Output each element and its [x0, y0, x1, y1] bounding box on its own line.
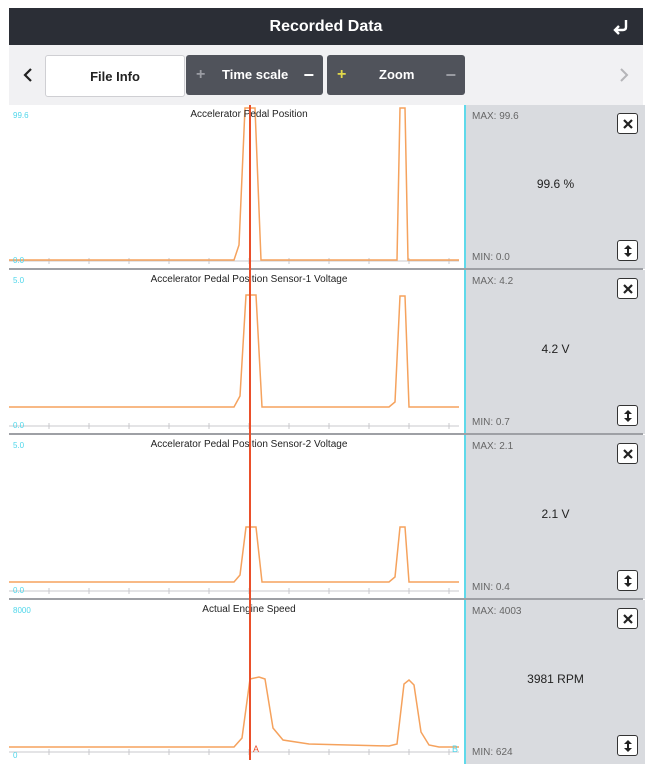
min-label: MIN: 0.7: [472, 417, 510, 428]
max-label: MAX: 4003: [472, 606, 522, 617]
panel-divider: [9, 268, 643, 270]
current-value: 99.6 %: [536, 177, 575, 191]
scale-arrows-icon[interactable]: [617, 735, 638, 756]
min-label: MIN: 0.0: [472, 252, 510, 263]
time-cursor-a[interactable]: [249, 105, 251, 760]
close-icon[interactable]: [617, 443, 638, 464]
min-label: MIN: 0.4: [472, 582, 510, 593]
panel-title: Accelerator Pedal Position: [190, 109, 308, 120]
time-scale-minus-button[interactable]: −: [303, 65, 314, 85]
data-panel: Accelerator Pedal Position Sensor-2 Volt…: [9, 435, 645, 599]
graph-area[interactable]: Accelerator Pedal Position Sensor-2 Volt…: [9, 435, 464, 599]
data-trace-line: [9, 676, 459, 748]
zoom-control: + Zoom −: [327, 55, 465, 95]
y-max-label: 5.0: [13, 276, 25, 285]
y-min-label: 0.0: [13, 421, 25, 430]
value-side-panel: MAX: 4.2 4.2 V MIN: 0.7: [464, 270, 645, 434]
time-scale-plus-button[interactable]: +: [196, 66, 206, 83]
y-min-label: 0.0: [13, 586, 25, 595]
y-max-label: 99.6: [13, 111, 29, 120]
y-min-label: 0.0: [13, 256, 25, 265]
data-panel: Actual Engine Speed 8000 0 MAX: 4003 398…: [9, 600, 645, 764]
close-icon[interactable]: [617, 113, 638, 134]
data-panel: Accelerator Pedal Position Sensor-1 Volt…: [9, 270, 645, 434]
close-icon[interactable]: [617, 278, 638, 299]
graph-area[interactable]: Actual Engine Speed 8000 0: [9, 600, 464, 764]
y-max-label: 8000: [13, 606, 31, 615]
zoom-plus-button[interactable]: +: [337, 66, 347, 83]
page-title: Recorded Data: [269, 18, 383, 35]
return-arrow-icon[interactable]: [599, 8, 643, 45]
zoom-label: Zoom: [379, 67, 415, 82]
current-value: 4.2 V: [541, 342, 570, 356]
scale-arrows-icon[interactable]: [617, 405, 638, 426]
panel-divider: [9, 433, 643, 435]
data-trace-line: [9, 526, 459, 583]
value-side-panel: MAX: 2.1 2.1 V MIN: 0.4: [464, 435, 645, 599]
y-max-label: 5.0: [13, 441, 25, 450]
cursor-b-label: B: [452, 744, 459, 754]
scale-arrows-icon[interactable]: [617, 570, 638, 591]
zoom-minus-button[interactable]: −: [445, 65, 456, 85]
file-info-button[interactable]: File Info: [45, 55, 185, 97]
data-panel: Accelerator Pedal Position 99.6 0.0 MAX:…: [9, 105, 645, 269]
panel-title: Accelerator Pedal Position Sensor-1 Volt…: [150, 274, 348, 285]
time-scale-label: Time scale: [222, 67, 289, 82]
current-value: 3981 RPM: [527, 672, 584, 686]
title-bar: Recorded Data: [9, 8, 643, 45]
time-scale-control: + Time scale −: [186, 55, 323, 95]
panel-title: Accelerator Pedal Position Sensor-2 Volt…: [150, 439, 348, 450]
graph-area[interactable]: Accelerator Pedal Position Sensor-1 Volt…: [9, 270, 464, 434]
panel-divider: [9, 598, 643, 600]
graph-area[interactable]: Accelerator Pedal Position 99.6 0.0: [9, 105, 464, 269]
value-side-panel: MAX: 99.6 99.6 % MIN: 0.0: [464, 105, 645, 269]
max-label: MAX: 2.1: [472, 441, 514, 452]
cursor-a-label: A: [253, 744, 260, 754]
value-side-panel: MAX: 4003 3981 RPM MIN: 624: [464, 600, 645, 764]
current-value: 2.1 V: [541, 507, 570, 521]
data-trace-line: [9, 107, 459, 261]
close-icon[interactable]: [617, 608, 638, 629]
max-label: MAX: 4.2: [472, 276, 514, 287]
scale-arrows-icon[interactable]: [617, 240, 638, 261]
chevron-left-icon[interactable]: [13, 45, 43, 105]
y-min-label: 0: [13, 751, 18, 760]
max-label: MAX: 99.6: [472, 111, 519, 122]
toolbar: File Info + Time scale − + Zoom −: [9, 45, 643, 106]
chevron-right-icon[interactable]: [609, 45, 639, 105]
data-trace-line: [9, 294, 459, 408]
min-label: MIN: 624: [472, 747, 513, 758]
